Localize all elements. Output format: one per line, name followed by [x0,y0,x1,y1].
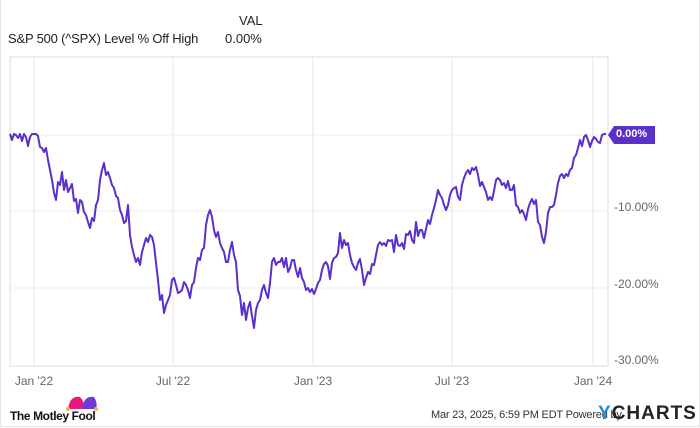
y-gridlines [10,134,608,289]
x-gridlines [33,57,594,366]
jester-hat-icon [66,396,98,411]
powered-by-text: Powered by [565,409,622,421]
x-tick-label: Jul '22 [155,374,191,388]
legend-column-header: VAL [239,13,263,28]
y-tick-label: -10.00% [614,200,659,214]
ycharts-y-glyph: Y [598,403,612,424]
timestamp-text: Mar 23, 2025, 6:59 PM EDT [431,409,563,421]
ycharts-wordmark: CHARTS [611,403,697,424]
x-tick-label: Jan '24 [573,374,613,388]
legend-series-name[interactable]: S&P 500 (^SPX) Level % Off High [8,31,199,46]
x-tick-label: Jan '22 [14,374,54,388]
ycharts-logo[interactable]: YCHARTS [598,403,697,425]
motley-fool-logo[interactable]: The Motley Fool [10,409,96,423]
legend-series-value: 0.00% [225,31,262,46]
footer-timestamp: Mar 23, 2025, 6:59 PM EDT Powered by [431,409,622,421]
y-tick-label: -30.00% [614,353,659,367]
end-value-tag [608,126,655,144]
series-line[interactable] [9,133,606,329]
x-tick-label: Jul '23 [434,374,470,388]
x-tick-label: Jan '23 [293,374,333,388]
y-tick-label: -20.00% [614,277,659,291]
end-value-label: 0.00% [616,128,648,140]
